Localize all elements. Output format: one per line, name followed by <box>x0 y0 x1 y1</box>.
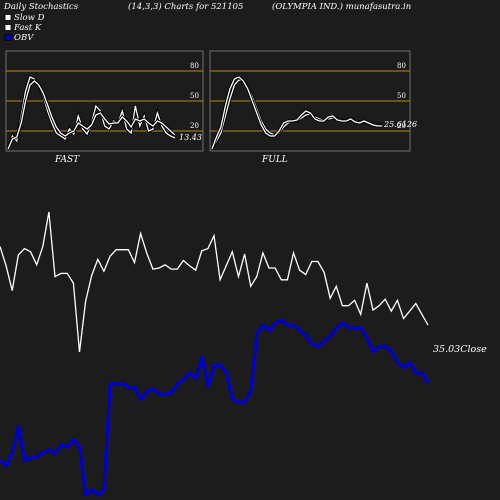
legend-swatch-fast-k <box>4 24 12 31</box>
last-close-value: 35.03 <box>433 344 460 355</box>
legend-label-slow-d: Slow D <box>14 13 45 23</box>
fast-series-slow-d-line <box>7 80 176 150</box>
chart-title: Daily Stochastics <box>3 2 79 12</box>
chart-params: (14,3,3) Charts for 521105 <box>128 1 243 12</box>
legend: Slow D Fast K OBV <box>4 13 45 43</box>
close-word: Close <box>460 344 487 355</box>
last-close-label: 35.03Close <box>433 344 487 355</box>
fast-stochastic-panel: 20 50 80 13.43 <box>5 50 204 152</box>
fast-y-tick-20: 20 <box>190 122 199 130</box>
legend-swatch-obv <box>4 34 12 41</box>
full-panel-label: FULL <box>261 155 288 165</box>
legend-swatch-slow-d <box>4 14 12 21</box>
full-series-fast-k-line <box>211 76 382 150</box>
legend-label-fast-k: Fast K <box>13 23 42 33</box>
price-obv-panel <box>0 211 430 497</box>
full-y-tick-50: 50 <box>397 92 406 100</box>
fast-y-tick-50: 50 <box>190 92 199 100</box>
full-last-value-label: 25.6126 <box>383 120 417 129</box>
full-y-tick-80: 80 <box>397 62 406 70</box>
full-y-tick-20: 20 <box>397 122 406 130</box>
obv-line <box>0 318 430 497</box>
fast-y-tick-80: 80 <box>190 62 199 70</box>
chart-company: (OLYMPIA IND.) munafasutra.in <box>272 1 411 12</box>
fast-last-value-label: 13.43 <box>179 133 202 142</box>
full-stochastic-panel: 20 50 80 25.6126 <box>209 50 417 152</box>
legend-label-obv: OBV <box>14 33 34 43</box>
close-price-line <box>0 211 429 353</box>
fast-panel-label: FAST <box>54 155 80 165</box>
